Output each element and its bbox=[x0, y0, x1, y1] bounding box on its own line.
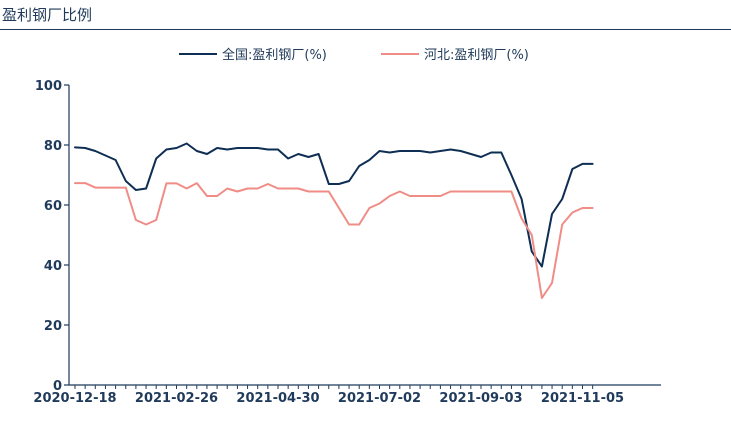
plot-lines bbox=[74, 142, 594, 299]
legend-label-national: 全国:盈利钢厂(%) bbox=[222, 47, 327, 63]
legend-label-hebei: 河北:盈利钢厂(%) bbox=[424, 48, 529, 63]
legend: 全国:盈利钢厂(%) 河北:盈利钢厂(%) bbox=[179, 47, 529, 63]
y-tick-label: 20 bbox=[44, 319, 62, 334]
y-tick-label: 100 bbox=[35, 79, 62, 94]
x-tick-label: 2021-02-26 bbox=[135, 391, 218, 406]
x-axis: 2020-12-18 2021-02-26 2021-04-30 2021-07-02… bbox=[33, 384, 661, 406]
y-tick-label: 60 bbox=[44, 199, 62, 214]
series-line-national bbox=[74, 142, 594, 268]
x-tick-label: 2021-04-30 bbox=[236, 391, 319, 406]
series-line-hebei bbox=[74, 182, 594, 299]
y-tick-label: 80 bbox=[44, 139, 62, 154]
legend-item-national: 全国:盈利钢厂(%) bbox=[179, 47, 327, 63]
title-divider bbox=[0, 29, 731, 30]
y-axis: 0 20 40 60 80 100 bbox=[35, 79, 70, 394]
legend-item-hebei: 河北:盈利钢厂(%) bbox=[381, 48, 529, 63]
x-tick-label: 2021-07-02 bbox=[338, 391, 421, 406]
y-tick-label: 40 bbox=[44, 259, 62, 274]
page-title: 盈利钢厂比例 bbox=[2, 6, 93, 24]
x-tick-label: 2021-11-05 bbox=[541, 391, 624, 406]
x-tick-label: 2021-09-03 bbox=[439, 391, 522, 406]
x-tick-label: 2020-12-18 bbox=[33, 391, 116, 406]
y-tick-label: 0 bbox=[53, 379, 62, 394]
